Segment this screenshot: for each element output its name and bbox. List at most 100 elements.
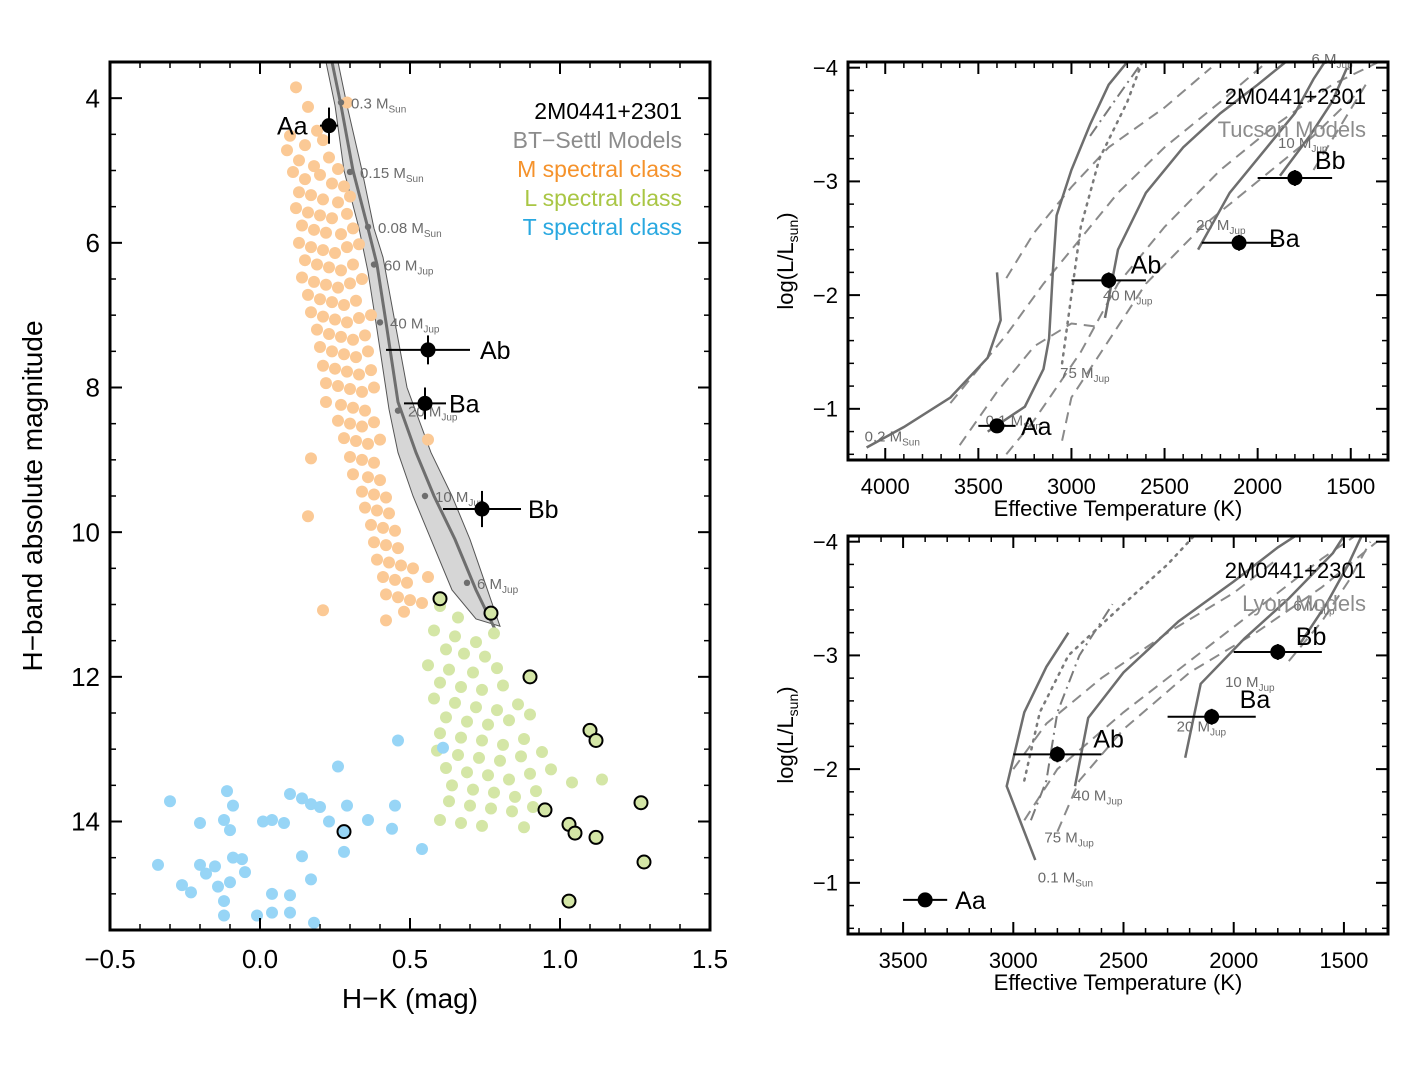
l-class-point [449, 696, 461, 709]
l-class-point [467, 783, 479, 796]
m-class-point [290, 81, 302, 94]
tucson-ytick-label: −2 [813, 283, 838, 308]
tucson-ylabel: log(L/Lsun) [773, 212, 801, 309]
m-class-point [338, 299, 350, 312]
m-class-point [314, 293, 326, 306]
tucson-ytick-label: −3 [813, 169, 838, 194]
lyon-mass-label-main: 75 M [1044, 830, 1077, 847]
tucson-mass-label-main: 75 M [1060, 365, 1093, 382]
cmd-ytick-label: 4 [86, 83, 100, 113]
m-class-point [416, 597, 428, 610]
l-class-point [482, 769, 494, 782]
m-class-point [347, 258, 359, 271]
cmd-mass-label-main: 6 M [477, 576, 502, 593]
cmd-mass-marker [337, 99, 345, 106]
lyon-solid-track [1073, 536, 1297, 787]
m-class-point [302, 288, 314, 301]
m-class-point [326, 345, 338, 358]
t-class-point [332, 760, 344, 773]
t-class-point [218, 895, 230, 908]
m-class-point [302, 100, 314, 113]
lyon-mass-label-sub: Jup [1078, 839, 1095, 850]
tucson-point-Bb [1287, 170, 1303, 186]
m-class-point [314, 168, 326, 181]
cmd-legend-entry: L spectral class [524, 185, 682, 211]
t-class-point [194, 816, 206, 829]
tucson-mass-label-main: 10 M [1278, 135, 1311, 152]
m-class-point [383, 507, 395, 520]
cmd-mass-label-sub: Sun [389, 105, 407, 116]
m-class-point [371, 553, 383, 566]
m-class-point [353, 368, 365, 381]
t-class-point [221, 785, 233, 798]
lyon-xtick-label: 3500 [879, 948, 928, 973]
tucson-xtick-label: 2500 [1140, 474, 1189, 499]
l-class-point [461, 715, 473, 728]
m-class-point [332, 163, 344, 176]
m-class-point [305, 189, 317, 202]
lyon-mass-label: 40 MJup [1073, 788, 1123, 808]
lyon-mass-label-main: 6 M [1293, 598, 1318, 615]
m-class-point [356, 420, 368, 433]
lyon-dashed-track [1288, 541, 1372, 662]
l-class-point [443, 663, 455, 676]
tucson-mass-label-main: 20 M [1196, 217, 1229, 234]
m-class-point [356, 273, 368, 285]
tucson-mass-label-sub: Jup [1311, 144, 1328, 155]
lyon-point-Aa [917, 892, 933, 908]
tucson-mass-label: 20 MJup [1196, 217, 1246, 237]
lyon-mass-label-sub: Jup [1106, 797, 1123, 808]
m-class-point [284, 129, 296, 142]
lyon-mass-label: 0.1 MSun [1038, 870, 1093, 890]
cmd-mass-marker [364, 223, 372, 231]
m-class-point [350, 435, 362, 448]
m-class-point [323, 327, 335, 340]
cmd-ytick-label: 10 [71, 517, 100, 547]
t-class-point [239, 866, 251, 879]
l-class-point [482, 718, 494, 731]
m-class-point [341, 96, 353, 109]
l-class-point [422, 659, 434, 672]
outlined-point [636, 854, 652, 870]
cmd-mass-label-main: 60 M [384, 258, 417, 275]
lyon-dashed-track [1056, 540, 1378, 833]
lyon-mass-label-main: 40 M [1073, 788, 1106, 805]
m-class-point [350, 294, 362, 307]
lyon-point-Ab [1049, 746, 1065, 762]
l-class-point [428, 692, 440, 705]
cmd-mass-label-sub: Jup [468, 498, 485, 509]
m-class-point [299, 139, 311, 152]
m-class-point [380, 588, 392, 601]
m-class-point [302, 206, 314, 219]
tucson-mass-label: 40 MJup [1103, 287, 1153, 307]
cmd-label-Ab: Ab [480, 337, 511, 365]
outlined-point [567, 825, 583, 841]
lyon-point-Ba [1204, 709, 1220, 725]
tucson-mass-label: 75 MJup [1060, 365, 1110, 385]
lyon-xtick-label: 2000 [1209, 948, 1258, 973]
m-class-point [389, 573, 401, 586]
m-class-point [356, 453, 368, 466]
m-class-point [311, 124, 323, 137]
lyon-dashed-track [1012, 557, 1279, 770]
cmd-label-Ba: Ba [449, 390, 480, 418]
lyon-xtick-label: 2500 [1099, 948, 1148, 973]
cmd-mass-label: 6 MJup [477, 576, 519, 596]
tucson-mass-label-main: 0.2 M [865, 428, 903, 445]
m-class-point [353, 238, 365, 251]
m-class-point [326, 212, 338, 225]
lyon-mass-label: 75 MJup [1044, 830, 1094, 850]
l-class-point [449, 630, 461, 643]
tucson-mass-label-sub: Sun [902, 437, 920, 448]
m-class-point [308, 160, 320, 173]
m-class-point [344, 190, 356, 203]
cmd-xlabel: H−K (mag) [342, 983, 478, 1014]
m-class-point [395, 559, 407, 572]
t-class-point [362, 814, 374, 827]
cmd-mass-label: 40 MJup [390, 315, 440, 335]
tucson-mass-label-sub: Jup [1337, 60, 1354, 71]
cmd-label-Bb: Bb [528, 496, 559, 524]
tucson-point-Aa [989, 418, 1005, 434]
